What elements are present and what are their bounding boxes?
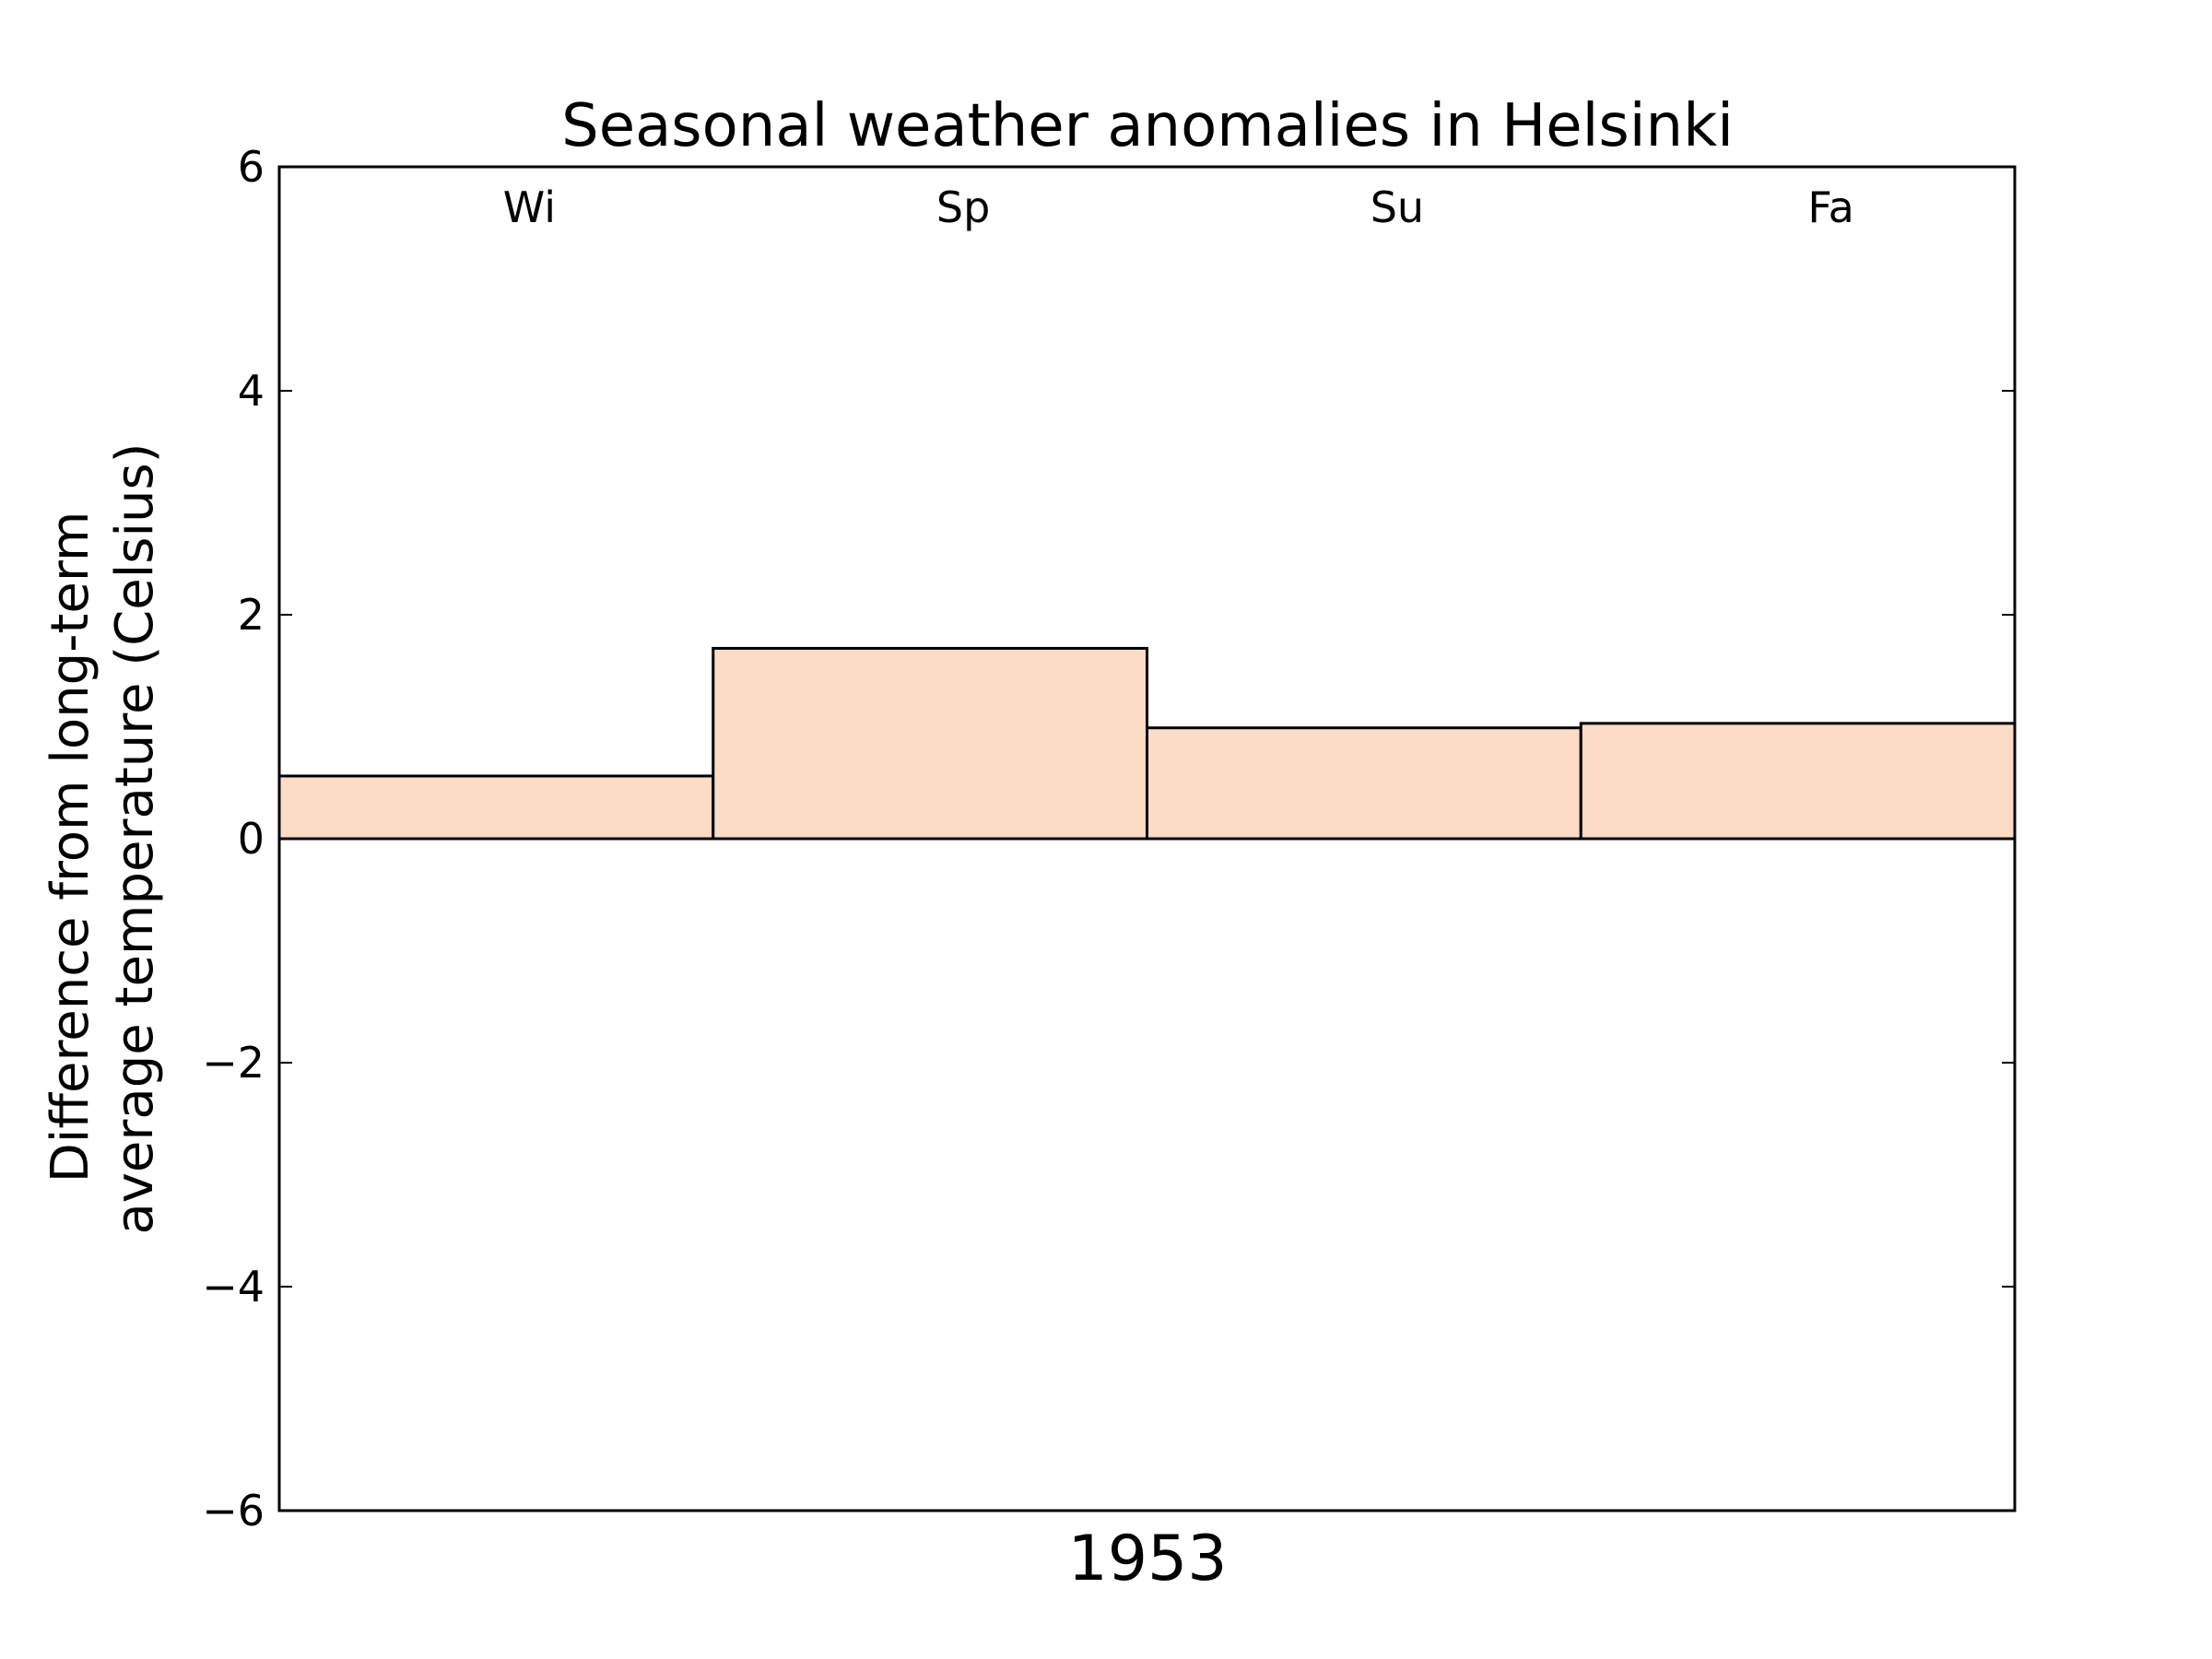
bar-fa: [1579, 722, 2017, 841]
season-label-sp: Sp: [936, 182, 990, 232]
bar-wi: [277, 774, 715, 841]
y-tick-label: 6: [238, 142, 265, 192]
season-labels-layer: Wi Sp Su Fa: [503, 182, 1854, 232]
y-tick-label: 0: [238, 814, 265, 864]
bar-su: [1146, 726, 1583, 841]
y-tick-label: 4: [238, 366, 265, 416]
y-axis-label-line-1: Difference from long-term: [41, 512, 100, 1183]
season-label-su: Su: [1371, 182, 1424, 232]
y-tick-label: −6: [202, 1486, 265, 1535]
plot-frame: [277, 165, 2017, 1512]
y-tick-label: 2: [238, 590, 265, 640]
y-axis-label: Difference from long-term average temper…: [41, 442, 165, 1234]
bar-sp: [712, 646, 1148, 841]
y-tick-label: −4: [202, 1262, 265, 1312]
season-label-fa: Fa: [1807, 182, 1853, 232]
y-tick-label: −2: [202, 1038, 265, 1088]
y-axis-label-line-2: average temperature (Celsius): [105, 442, 165, 1234]
x-axis-label: 1953: [1067, 1523, 1227, 1595]
chart-title: Seasonal weather anomalies in Helsinki: [561, 92, 1734, 160]
bars-layer: [277, 646, 2017, 841]
ticks-layer: 6 4 2 0 −2 −4 −6: [202, 142, 2015, 1535]
season-label-wi: Wi: [503, 182, 556, 232]
